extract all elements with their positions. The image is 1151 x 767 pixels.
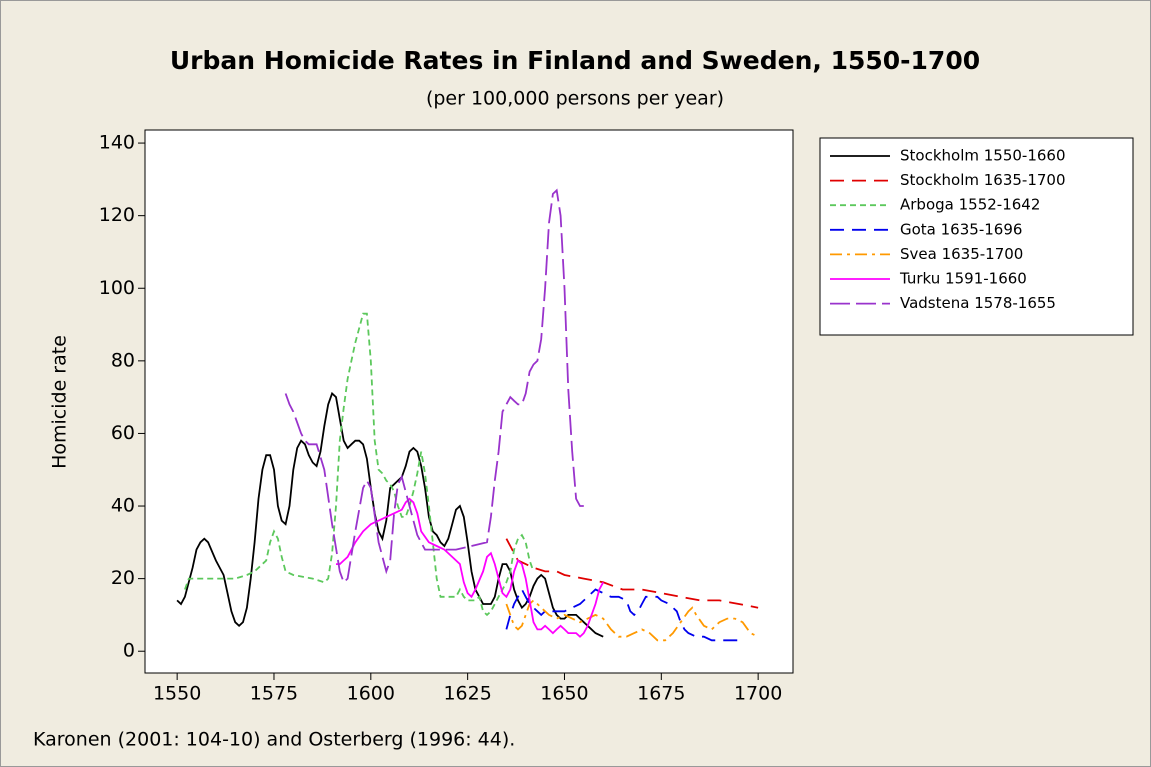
chart-subtitle: (per 100,000 persons per year) [426, 88, 724, 110]
source-note: Karonen (2001: 104-10) and Osterberg (19… [33, 729, 515, 751]
legend-label: Arboga 1552-1642 [900, 196, 1040, 214]
series-line [505, 587, 743, 642]
legend-label: Svea 1635-1700 [900, 245, 1023, 263]
y-tick-label: 120 [99, 204, 135, 226]
plot-area [144, 129, 794, 674]
x-tick-label: 1675 [637, 683, 685, 705]
legend-label: Stockholm 1635-1700 [900, 171, 1066, 189]
y-tick-label: 80 [111, 349, 135, 371]
x-tick-label: 1700 [734, 683, 782, 705]
series-line [184, 312, 535, 617]
y-tick-label: 140 [99, 132, 135, 154]
y-tick-label: 100 [99, 277, 135, 299]
y-tick-label: 0 [123, 640, 135, 662]
series-line [505, 599, 759, 642]
y-axis-label: Homicide rate [49, 335, 71, 469]
legend-label: Gota 1635-1696 [900, 220, 1022, 238]
x-tick-label: 1650 [540, 683, 588, 705]
y-tick-label: 20 [111, 567, 135, 589]
series-line [284, 188, 584, 584]
y-tick-label: 60 [111, 422, 135, 444]
x-tick-label: 1625 [443, 683, 491, 705]
legend-label: Stockholm 1550-1660 [900, 147, 1066, 165]
legend-label: Vadstena 1578-1655 [900, 294, 1056, 312]
y-tick-label: 40 [111, 495, 135, 517]
legend-label: Turku 1591-1660 [899, 270, 1027, 288]
legend [819, 137, 1134, 336]
x-tick-label: 1550 [153, 683, 201, 705]
series-line [336, 497, 604, 638]
x-tick-label: 1575 [250, 683, 298, 705]
chart-title: Urban Homicide Rates in Finland and Swed… [170, 46, 980, 75]
x-tick-label: 1600 [347, 683, 395, 705]
